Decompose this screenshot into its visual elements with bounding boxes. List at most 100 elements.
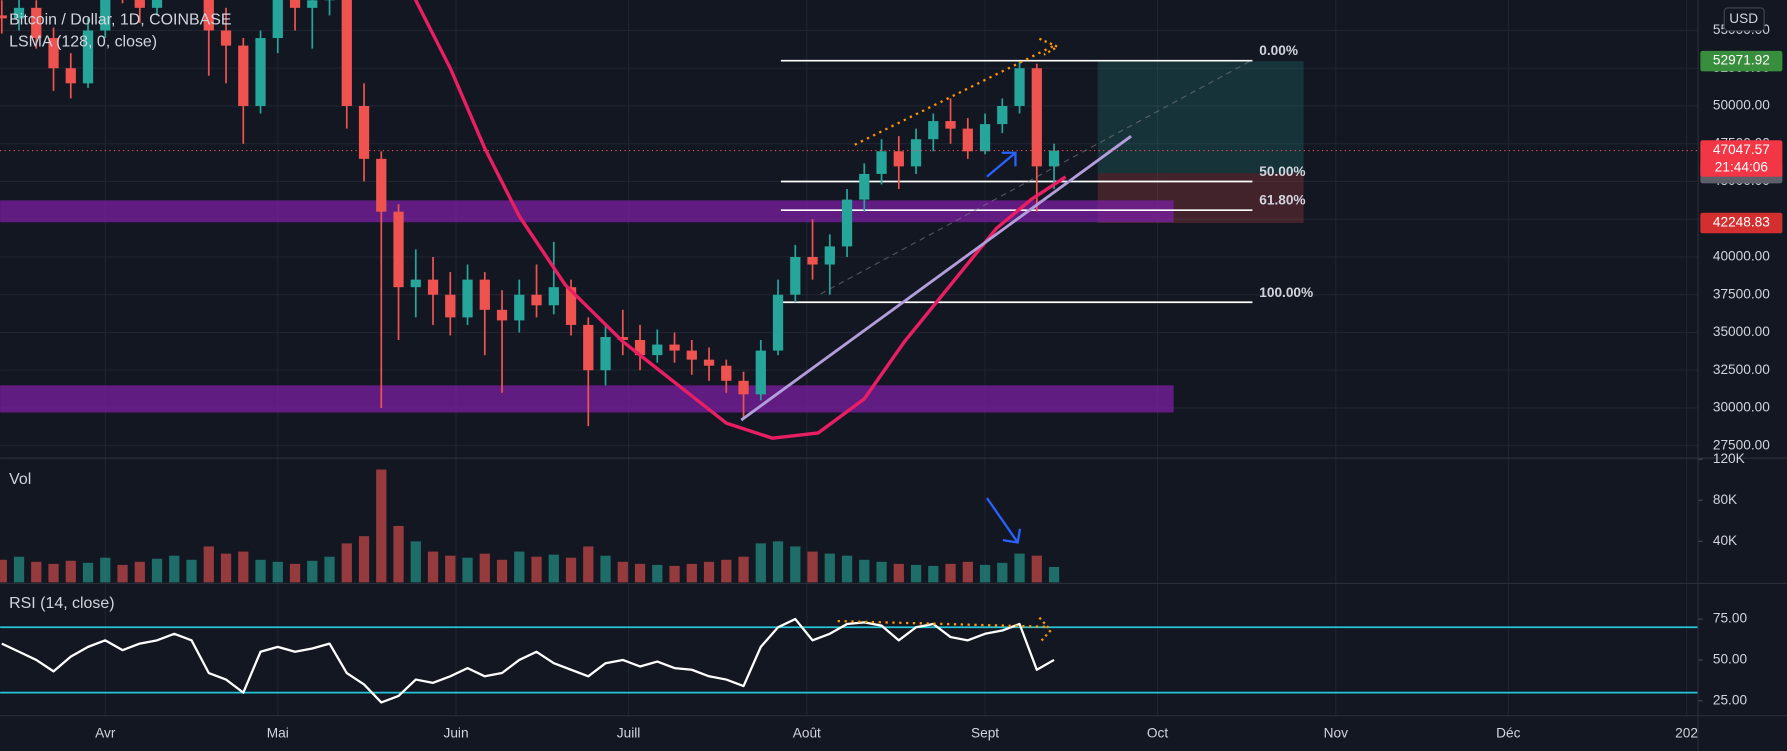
candle-body bbox=[928, 121, 939, 140]
currency-box[interactable] bbox=[1723, 7, 1765, 32]
volume-bar bbox=[31, 561, 42, 583]
chart-title: Bitcoin / Dollar, 1D, COINBASE bbox=[9, 12, 231, 29]
candle-body bbox=[307, 0, 318, 8]
volume-bar bbox=[945, 563, 956, 583]
candle-body bbox=[358, 105, 370, 159]
volume-bar bbox=[341, 543, 352, 583]
x-tick-label: Juill bbox=[617, 726, 641, 741]
currency: USD bbox=[1729, 11, 1758, 26]
price-label-box bbox=[1700, 140, 1783, 177]
price-label: 52971.92 bbox=[1713, 53, 1770, 68]
y-tick-label: 27500.00 bbox=[1713, 437, 1770, 452]
candle-body bbox=[583, 324, 594, 371]
price-label-box bbox=[1700, 50, 1783, 72]
volume-bar bbox=[583, 546, 594, 583]
price-pane: 0.00% 50.00% 61.80% 100.00% bbox=[0, 0, 1699, 440]
x-tick-label: Mai bbox=[267, 726, 289, 741]
y-tick-label: 32500.00 bbox=[1713, 362, 1770, 377]
candle-body bbox=[652, 344, 663, 356]
volume-bar bbox=[0, 559, 7, 583]
rsi-divergence-line bbox=[837, 619, 1047, 628]
volume-bar bbox=[13, 556, 25, 583]
volume-bar bbox=[600, 555, 611, 583]
volume-bar bbox=[100, 557, 111, 583]
x-tick-label: Déc bbox=[1496, 726, 1520, 741]
volume-bar bbox=[65, 560, 76, 583]
candle-body bbox=[48, 38, 59, 69]
volume-bar bbox=[772, 541, 784, 583]
divergence-arrow bbox=[1038, 37, 1061, 56]
candle-body bbox=[790, 256, 801, 295]
volume-bar bbox=[238, 551, 249, 583]
candle-body bbox=[721, 365, 732, 381]
lsma-line bbox=[413, 0, 1067, 440]
volume-bar bbox=[1048, 566, 1060, 583]
price-label: 42248.83 bbox=[1713, 215, 1770, 230]
volume-bar bbox=[358, 536, 370, 583]
volume-bar bbox=[738, 556, 749, 583]
rsi-tick-label: 75.00 bbox=[1713, 611, 1748, 626]
candle-body bbox=[617, 337, 628, 341]
candle-body bbox=[479, 279, 490, 310]
price-label-box bbox=[1700, 212, 1783, 234]
volume-bar bbox=[686, 563, 697, 583]
volume-bar bbox=[824, 553, 835, 583]
x-tick-label: 202 bbox=[1675, 726, 1698, 741]
volume-bar bbox=[962, 561, 973, 583]
candle-body bbox=[65, 68, 76, 84]
volume-bar bbox=[410, 541, 421, 583]
candle-body bbox=[841, 199, 853, 247]
y-tick-label: 50000.00 bbox=[1713, 98, 1770, 113]
candle-body bbox=[134, 0, 145, 8]
volume-bar bbox=[859, 559, 870, 583]
support-zone bbox=[0, 385, 1174, 413]
x-tick-label: Nov bbox=[1324, 726, 1348, 741]
y-tick-label: 37500.00 bbox=[1713, 286, 1770, 301]
arrow bbox=[986, 151, 1017, 178]
volume-bar bbox=[324, 556, 335, 583]
y-tick-label: 30000.00 bbox=[1713, 400, 1770, 415]
volume-bar bbox=[928, 565, 939, 583]
rsi-line bbox=[1, 617, 1055, 704]
x-tick-label: Août bbox=[793, 726, 821, 741]
y-tick-label: 35000.00 bbox=[1713, 324, 1770, 339]
volume-bar bbox=[876, 561, 887, 583]
candle-body bbox=[910, 139, 922, 167]
candle-body bbox=[272, 0, 283, 39]
volume-bar bbox=[496, 559, 508, 583]
candle-body bbox=[82, 30, 94, 84]
candle-body bbox=[238, 45, 249, 106]
volume-bar bbox=[790, 546, 801, 583]
candle-body bbox=[410, 279, 421, 288]
candle-body bbox=[893, 151, 904, 167]
candle-body bbox=[255, 38, 266, 106]
candle-body bbox=[997, 105, 1008, 125]
volume-bar bbox=[445, 555, 456, 583]
x-tick-label: Sept bbox=[971, 726, 999, 741]
fib-label: 50.00% bbox=[1259, 164, 1305, 179]
volume-bar bbox=[531, 556, 542, 583]
candle-body bbox=[31, 7, 42, 39]
support-zone bbox=[0, 200, 1174, 223]
x-tick-label: Avr bbox=[95, 726, 116, 741]
volume-bar bbox=[669, 565, 680, 583]
candle-body bbox=[341, 0, 352, 106]
candle-body bbox=[565, 287, 577, 325]
candle-body bbox=[738, 380, 749, 395]
volume-bar bbox=[910, 564, 922, 583]
candle-body bbox=[859, 173, 870, 200]
candle-body bbox=[876, 151, 887, 174]
candle-body bbox=[376, 158, 387, 212]
candle-body bbox=[703, 359, 715, 366]
volume-bar bbox=[169, 555, 180, 583]
volume-bar bbox=[289, 563, 301, 583]
volume-bar bbox=[721, 559, 732, 583]
rsi-tick-label: 50.00 bbox=[1713, 652, 1748, 667]
volume-bar bbox=[997, 562, 1008, 583]
candle-body bbox=[755, 350, 766, 395]
volume-bar bbox=[376, 469, 387, 583]
candle-body bbox=[151, 0, 163, 8]
volume-tick-label: 40K bbox=[1713, 533, 1737, 548]
